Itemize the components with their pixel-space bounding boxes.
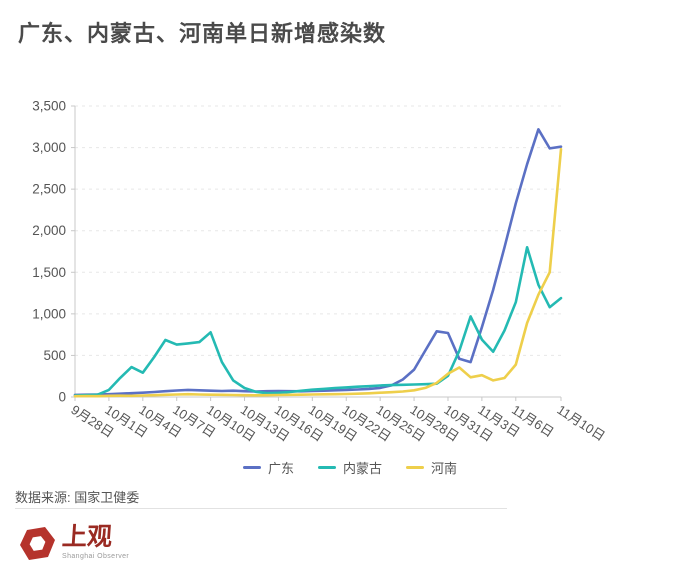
legend-swatch-neimenggu [317,466,336,469]
y-axis-label: 3,500 [32,99,66,114]
logo-name: 上观 [61,524,113,551]
y-axis-label: 500 [43,348,66,363]
y-axis-label: 2,500 [32,182,66,197]
series-line-2 [73,147,563,398]
hexagon-shape [20,527,55,560]
series-line-1 [73,246,563,397]
legend-label: 河南 [431,461,458,476]
legend-item-guangdong[interactable]: 广东 [242,458,294,477]
logo-subtitle: Shanghai Observer [62,553,130,560]
publisher-logo: 上观 Shanghai Observer [18,524,129,564]
chart-legend: 广东 内蒙古 河南 [0,458,700,477]
y-axis-label: 1,000 [32,306,66,321]
hexagon-logo-icon [20,527,55,560]
y-axis-label: 3,000 [32,140,66,155]
legend-swatch-guangdong [242,466,261,469]
legend-item-henan[interactable]: 河南 [406,458,457,477]
legend-swatch-henan [406,466,424,469]
page-title: 广东、内蒙古、河南单日新增感染数 [18,21,387,46]
y-axis-label: 0 [58,390,66,405]
y-axis-label: 1,500 [32,265,66,280]
legend-item-neimenggu[interactable]: 内蒙古 [317,458,382,477]
footer-divider [15,508,507,509]
legend-label: 内蒙古 [342,461,382,476]
data-source-note: 数据来源: 国家卫健委 [15,490,140,505]
y-axis-label: 2,000 [32,223,66,238]
legend-label: 广东 [267,461,294,476]
x-axis-label: 11月10日 [554,402,607,444]
